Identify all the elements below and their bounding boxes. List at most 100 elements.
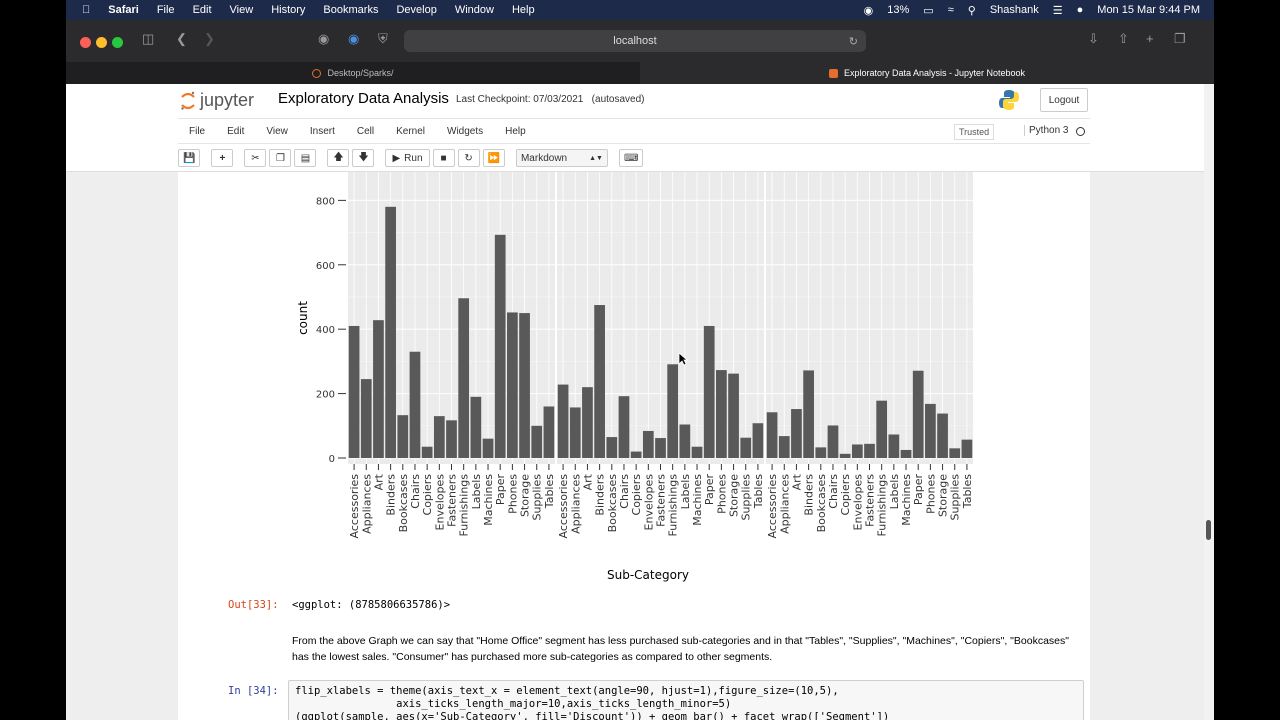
- menubar-item-edit[interactable]: Edit: [184, 4, 212, 16]
- search-icon[interactable]: ⚲: [967, 4, 976, 17]
- cell-type-select[interactable]: Markdown ▲▼: [515, 149, 608, 167]
- x-tick-label: Chairs: [827, 474, 840, 509]
- code-cell-editor[interactable]: flip_xlabels = theme(axis_text_x = eleme…: [288, 680, 1084, 720]
- menu-insert[interactable]: Insert: [309, 125, 335, 137]
- move-down-button[interactable]: 🡇: [352, 149, 375, 167]
- menu-widgets[interactable]: Widgets: [447, 125, 484, 137]
- minimize-window-button[interactable]: [96, 37, 107, 48]
- x-tick-label: Tables: [961, 474, 974, 509]
- menubar-app-name[interactable]: Safari: [100, 4, 139, 16]
- restart-run-all-button[interactable]: ⏩: [482, 149, 505, 167]
- tab-overview-icon[interactable]: ❐: [1174, 31, 1186, 46]
- extension-icon[interactable]: ◉: [318, 31, 330, 46]
- menubar-user[interactable]: Shashank: [989, 4, 1039, 16]
- bar-art: [791, 409, 802, 458]
- zoom-window-button[interactable]: [112, 37, 123, 48]
- menubar-datetime[interactable]: Mon 15 Mar 9:44 PM: [1097, 4, 1200, 16]
- forward-icon[interactable]: ❯: [204, 31, 215, 46]
- x-tick-label: Fasteners: [446, 474, 459, 527]
- x-tick-label: Chairs: [618, 474, 631, 509]
- copy-button[interactable]: ❐: [269, 149, 292, 167]
- x-tick-label: Art: [581, 473, 594, 490]
- interrupt-button[interactable]: ■: [432, 149, 455, 167]
- x-tick-label: Phones: [715, 474, 728, 514]
- notebook-title[interactable]: Exploratory Data Analysis: [278, 90, 449, 107]
- paste-button[interactable]: ▤: [294, 149, 317, 167]
- menu-edit[interactable]: Edit: [227, 125, 245, 137]
- bar-appliances: [778, 436, 790, 458]
- menubar-item-view[interactable]: View: [221, 4, 254, 16]
- facet-bar-chart: Accessories Appliances Art Binders Bookcases…: [296, 172, 974, 582]
- save-button[interactable]: 💾: [178, 149, 201, 167]
- menu-cell[interactable]: Cell: [356, 125, 375, 137]
- siri-icon[interactable]: ●: [1076, 4, 1084, 16]
- tab-exploratory-data-analysis[interactable]: Exploratory Data Analysis - Jupyter Note…: [640, 62, 1214, 84]
- x-tick-label: Phones: [506, 474, 519, 514]
- bar-phones: [507, 312, 518, 458]
- x-tick-label: Envelopes: [851, 474, 864, 531]
- scissors-icon: ✂: [251, 152, 260, 164]
- tab-desktop-sparks[interactable]: Desktop/Sparks/: [66, 62, 640, 84]
- x-tick-label: Storage: [728, 474, 741, 517]
- adblock-icon[interactable]: ◉: [348, 31, 360, 46]
- notebook-menu: File Edit View Insert Cell Kernel Widget…: [178, 118, 1090, 144]
- kernel-name[interactable]: Python 3: [1024, 125, 1068, 136]
- menubar-item-bookmarks[interactable]: Bookmarks: [315, 4, 378, 16]
- bar-fasteners: [864, 443, 875, 458]
- menu-file[interactable]: File: [189, 125, 206, 137]
- bar-copiers: [839, 453, 851, 458]
- new-tab-icon[interactable]: +: [1146, 31, 1154, 46]
- share-icon[interactable]: ⇧: [1118, 31, 1129, 46]
- page-scrollbar[interactable]: [1204, 84, 1214, 720]
- bar-fasteners: [446, 420, 457, 458]
- control-center-icon[interactable]: ☰: [1052, 4, 1063, 17]
- x-axis-label: Sub-Category: [607, 568, 689, 582]
- bar-furnishings: [876, 400, 888, 458]
- x-tick-label: Copiers: [839, 474, 852, 516]
- bar-accessories: [766, 412, 778, 458]
- menubar-item-history[interactable]: History: [262, 4, 305, 16]
- x-tick-label: Copiers: [630, 474, 643, 516]
- restart-button[interactable]: ↻: [457, 149, 480, 167]
- jupyter-logo[interactable]: jupyter: [180, 90, 254, 111]
- bar-art: [582, 387, 593, 458]
- menubar-item-help[interactable]: Help: [503, 4, 535, 16]
- download-icon[interactable]: ⇩: [1088, 31, 1099, 46]
- bar-storage: [728, 373, 739, 458]
- battery-icon[interactable]: ▭: [923, 4, 934, 17]
- y-tick-label: 600: [316, 261, 335, 272]
- menu-help[interactable]: Help: [505, 125, 526, 137]
- shield-icon[interactable]: ⛨: [378, 31, 388, 46]
- menubar-item-develop[interactable]: Develop: [388, 4, 436, 16]
- menu-view[interactable]: View: [266, 125, 288, 137]
- wifi-icon[interactable]: ≈: [947, 4, 954, 16]
- x-tick-label: Supplies: [740, 474, 753, 521]
- sidebar-icon[interactable]: ◫: [142, 31, 155, 46]
- back-icon[interactable]: ❮: [176, 31, 187, 46]
- x-tick-label: Furnishings: [876, 474, 889, 537]
- menubar-item-window[interactable]: Window: [446, 4, 494, 16]
- y-tick-label: 800: [316, 196, 335, 207]
- notebook-toolbar: 💾 + ✂ ❐ ▤ 🡅 🡇 ▶ Run ■ ↻ ⏩ Markdown ▲▼: [178, 148, 644, 168]
- reload-icon[interactable]: ↻: [848, 35, 858, 48]
- record-icon[interactable]: ◉: [863, 4, 874, 17]
- markdown-cell[interactable]: From the above Graph we can say that "Ho…: [292, 635, 1069, 663]
- move-up-button[interactable]: 🡅: [327, 149, 350, 167]
- menubar-item-file[interactable]: File: [148, 4, 175, 16]
- bar-tables: [543, 406, 555, 458]
- tab-label: Desktop/Sparks/: [327, 68, 394, 78]
- cut-button[interactable]: ✂: [244, 149, 267, 167]
- menu-kernel[interactable]: Kernel: [396, 125, 426, 137]
- bar-binders: [803, 370, 814, 458]
- url-bar[interactable]: localhost ↻: [404, 30, 866, 52]
- apple-icon[interactable]: : [82, 4, 90, 16]
- close-window-button[interactable]: [80, 37, 91, 48]
- bar-bookcases: [606, 437, 618, 458]
- output-prompt: Out[33]:: [228, 599, 279, 611]
- run-button[interactable]: ▶ Run: [385, 149, 430, 167]
- scrollbar-thumb[interactable]: [1206, 520, 1211, 540]
- command-palette-button[interactable]: ⌨: [618, 149, 644, 167]
- insert-cell-button[interactable]: +: [211, 149, 234, 167]
- trusted-badge[interactable]: Trusted: [954, 124, 995, 140]
- logout-button[interactable]: Logout: [1040, 88, 1088, 112]
